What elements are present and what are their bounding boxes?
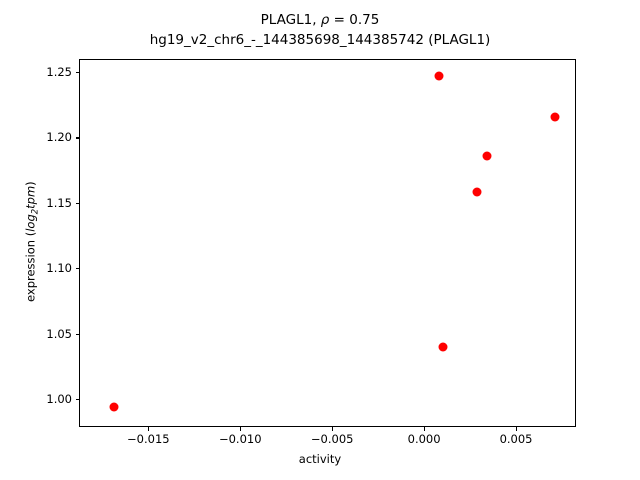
data-point (550, 112, 560, 122)
x-axis-tick-mark (240, 427, 242, 431)
plot-axes-area (79, 59, 576, 427)
y-axis-tick-mark (75, 268, 79, 270)
x-axis-tick-mark (332, 427, 334, 431)
y-axis-label: expression (log2tpm) (23, 127, 40, 357)
y-axis-tick-mark (75, 399, 79, 401)
y-axis-tick-mark (75, 202, 79, 204)
y-axis-tick-label: 1.10 (46, 261, 72, 276)
data-point (438, 342, 447, 352)
y-axis-label-subscript: 2 (30, 208, 41, 215)
y-axis-tick-mark (75, 333, 79, 335)
data-point (109, 402, 119, 412)
x-axis-tick-mark (516, 427, 518, 431)
chart-title-line-2: hg19_v2_chr6_-_144385698_144385742 (PLAG… (149, 32, 491, 48)
rho-symbol: ρ (320, 12, 330, 28)
y-axis-tick-label: 1.25 (46, 65, 72, 80)
y-axis-tick-label: 1.15 (46, 195, 72, 210)
rho-value: 0.75 (349, 12, 380, 28)
y-axis-label-log: log (23, 214, 38, 232)
x-axis-tick-label: −0.010 (218, 432, 262, 446)
x-axis-tick-label: 0.005 (499, 432, 533, 446)
chart-title: PLAGL1, ρ = 0.75 hg19_v2_chr6_-_14438569… (0, 10, 640, 50)
y-axis-tick-label: 1.00 (46, 392, 72, 406)
y-axis-label-suffix: ) (23, 181, 38, 186)
y-axis-label-prefix: expression ( (23, 231, 38, 302)
x-axis-tick-label: 0.000 (407, 432, 441, 446)
chart-title-gene: PLAGL1 (260, 12, 313, 28)
x-axis-tick-mark (148, 427, 150, 431)
y-axis-tick-mark (75, 72, 79, 74)
x-axis-label: activity (298, 452, 342, 466)
data-point (472, 187, 482, 197)
y-axis-tick-label: 1.05 (46, 326, 72, 341)
data-point (434, 71, 444, 81)
y-axis-tick-mark (75, 137, 79, 139)
x-axis-tick-label: −0.005 (310, 432, 354, 446)
x-axis-tick-label: −0.015 (127, 432, 170, 446)
data-point (482, 151, 492, 161)
y-axis-label-tpm: tpm (23, 185, 38, 209)
y-axis-tick-label: 1.20 (46, 130, 72, 145)
chart-title-line-1: PLAGL1, ρ = 0.75 (260, 12, 380, 28)
x-axis-tick-mark (424, 427, 426, 431)
